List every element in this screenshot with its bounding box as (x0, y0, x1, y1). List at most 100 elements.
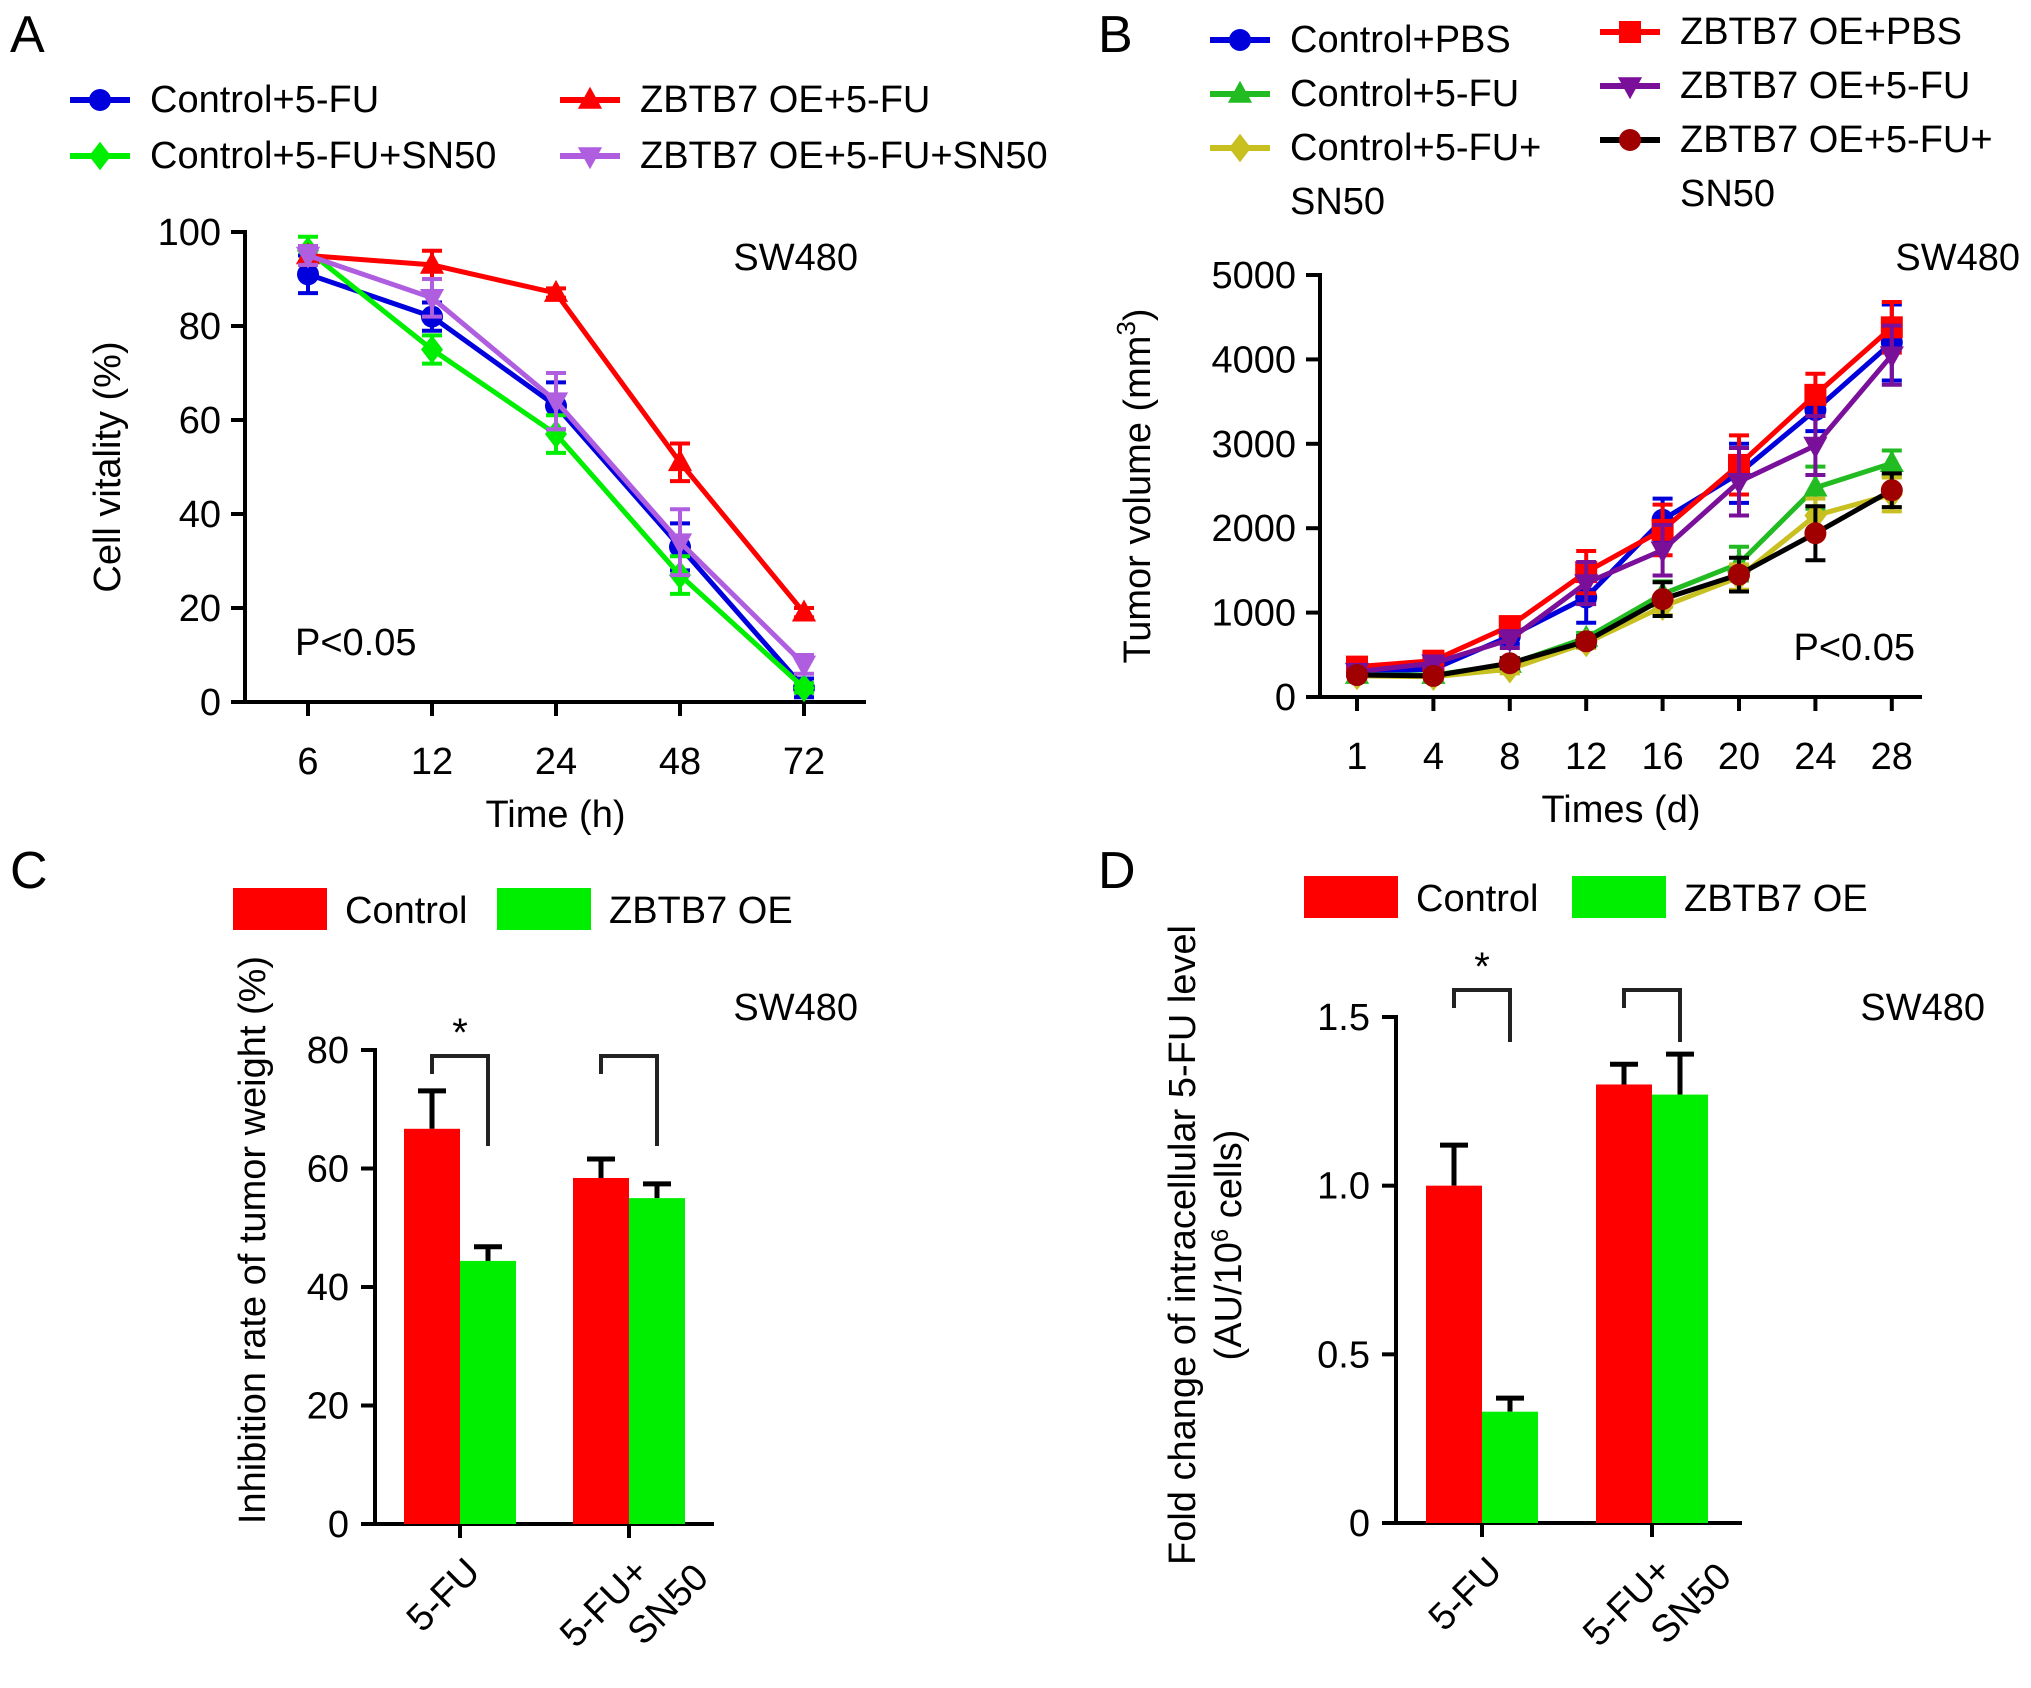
legend-label: ZBTB7 OE+5-FU+ (1680, 119, 1993, 161)
y-tick-label: 60 (179, 400, 221, 442)
p-value-label: P<0.05 (1794, 627, 1916, 669)
data-point (545, 419, 567, 449)
y-tick-label: 0 (200, 682, 221, 724)
cell-line-label: SW480 (1860, 987, 1985, 1029)
y-tick-label: 3000 (1211, 424, 1296, 466)
x-tick-label-line: 5-FU (1421, 1550, 1510, 1639)
x-tick-label: 8 (1499, 736, 1520, 778)
cell-line-label: SW480 (733, 987, 858, 1029)
legend-item: Control+5-FU+SN50 (1210, 127, 1541, 223)
cell-line-label: SW480 (1895, 237, 2020, 279)
bar-control (404, 1128, 460, 1524)
panel-letter-a: A (10, 6, 45, 64)
data-point (1804, 383, 1827, 406)
series-zbtb7-oe-5-fu-sn50 (1346, 471, 1903, 687)
x-tick-label: 16 (1641, 736, 1683, 778)
significance-bracket (430, 1054, 490, 1146)
y-axis-title: Tumor volume (mm3) (1111, 308, 1159, 663)
series-line (1356, 340, 1894, 675)
legend-item: ZBTB7 OE+5-FU+SN50 (560, 135, 1048, 177)
y-tick-label: 0 (1275, 677, 1296, 719)
panel-c-bar-chart: 0 20 40 60 80 5-FU * 5-FU+SN50 Inhibition rate o… (232, 888, 858, 1688)
data-point (421, 335, 443, 364)
legend-label: Control+5-FU (1290, 73, 1519, 115)
y-axis-title: Cell vitality (%) (87, 341, 129, 592)
legend-item: ZBTB7 OE (497, 888, 793, 932)
legend-symbol-marker (89, 89, 111, 111)
legend-label: ZBTB7 OE+5-FU (1680, 65, 1970, 107)
data-point (793, 673, 815, 703)
legend-item: Control+5-FU (1210, 73, 1519, 115)
legend-item: Control (233, 888, 468, 932)
y-tick-label: 80 (307, 1030, 349, 1072)
y-tick-label: 4000 (1211, 339, 1296, 381)
significance-bracket (1622, 988, 1682, 1042)
bar-zbtb7-oe (1482, 1411, 1538, 1523)
legend-symbol-marker (1617, 77, 1643, 100)
data-point (419, 251, 445, 274)
bar-zbtb7-oe (1652, 1094, 1708, 1523)
legend-symbol-marker (1229, 133, 1251, 163)
x-tick-label: 5-FU+SN50 (552, 1524, 717, 1688)
y-tick-label: 80 (179, 306, 221, 348)
data-point (419, 289, 445, 311)
legend-item: Control+5-FU (70, 79, 379, 121)
panel-d-bar-chart: 0 0.5 1.0 1.5 5-FU * 5-FU+SN50 Fold change of i… (1162, 876, 1985, 1655)
legend-label: ZBTB7 OE+5-FU+SN50 (640, 135, 1048, 177)
data-point (1803, 436, 1828, 459)
x-tick-label: 6 (297, 741, 318, 783)
y-tick-label: 60 (307, 1149, 349, 1191)
data-point (297, 263, 319, 286)
x-tick-label-line: 5-FU (399, 1551, 488, 1640)
series-line (1356, 488, 1894, 679)
data-point (543, 392, 569, 415)
legend-label: Control+5-FU+SN50 (150, 135, 496, 177)
y-tick-label: 0 (328, 1504, 349, 1546)
data-point (1804, 522, 1827, 545)
legend-swatch (233, 888, 327, 930)
legend-label: SN50 (1290, 181, 1385, 223)
bar-control (573, 1177, 629, 1524)
data-point (1803, 474, 1828, 497)
y-tick-label: 40 (307, 1267, 349, 1309)
data-point (1879, 450, 1904, 473)
bar-zbtb7-oe (460, 1260, 516, 1524)
bar-zbtb7-oe (629, 1198, 685, 1524)
legend-symbol-marker (89, 141, 111, 171)
panel-letter-b: B (1098, 6, 1133, 64)
legend-swatch (1304, 876, 1398, 918)
legend-item: Control+PBS (1210, 19, 1511, 61)
y-tick-label: 1.0 (1317, 1166, 1370, 1208)
data-point (791, 655, 817, 678)
y-axis-title: Inhibition rate of tumor weight (%) (232, 956, 274, 1524)
data-point (1880, 479, 1903, 502)
data-point (543, 279, 569, 302)
legend: Control+5-FU Control+5-FU+SN50 ZBTB7 OE+5-… (70, 79, 1048, 177)
x-tick-label: 12 (411, 741, 453, 783)
y-axis-title-line2: (AU/106 cells) (1207, 1130, 1251, 1361)
panel-letter-d: D (1098, 842, 1136, 900)
legend-symbol-marker (1229, 29, 1251, 51)
y-axis-title-end: ) (1117, 308, 1159, 321)
y-tick-label: 5000 (1211, 255, 1296, 297)
data-point (1346, 664, 1368, 687)
legend-item: Control+5-FU+SN50 (70, 135, 496, 177)
legend-label: ZBTB7 OE+PBS (1680, 11, 1962, 53)
y-axis-title-part: (AU/10 (1208, 1242, 1250, 1360)
legend-swatch (497, 888, 591, 930)
cell-line-label: SW480 (733, 237, 858, 279)
legend-symbol-marker (577, 86, 603, 109)
y-axis-title-superscript: 6 (1207, 1229, 1234, 1242)
x-axis-title: Time (h) (485, 794, 625, 836)
x-axis-title: Times (d) (1541, 789, 1700, 831)
data-point (1497, 630, 1522, 653)
x-tick-label: 12 (1565, 736, 1607, 778)
bar-control (1426, 1185, 1482, 1523)
data-point (1574, 574, 1599, 597)
legend-symbol-marker (1619, 21, 1641, 43)
legend-label: Control (1416, 878, 1539, 920)
significance-star: * (1474, 945, 1490, 989)
series-line (1356, 325, 1894, 670)
legend-label: ZBTB7 OE (1684, 878, 1868, 920)
y-tick-label: 20 (307, 1386, 349, 1428)
